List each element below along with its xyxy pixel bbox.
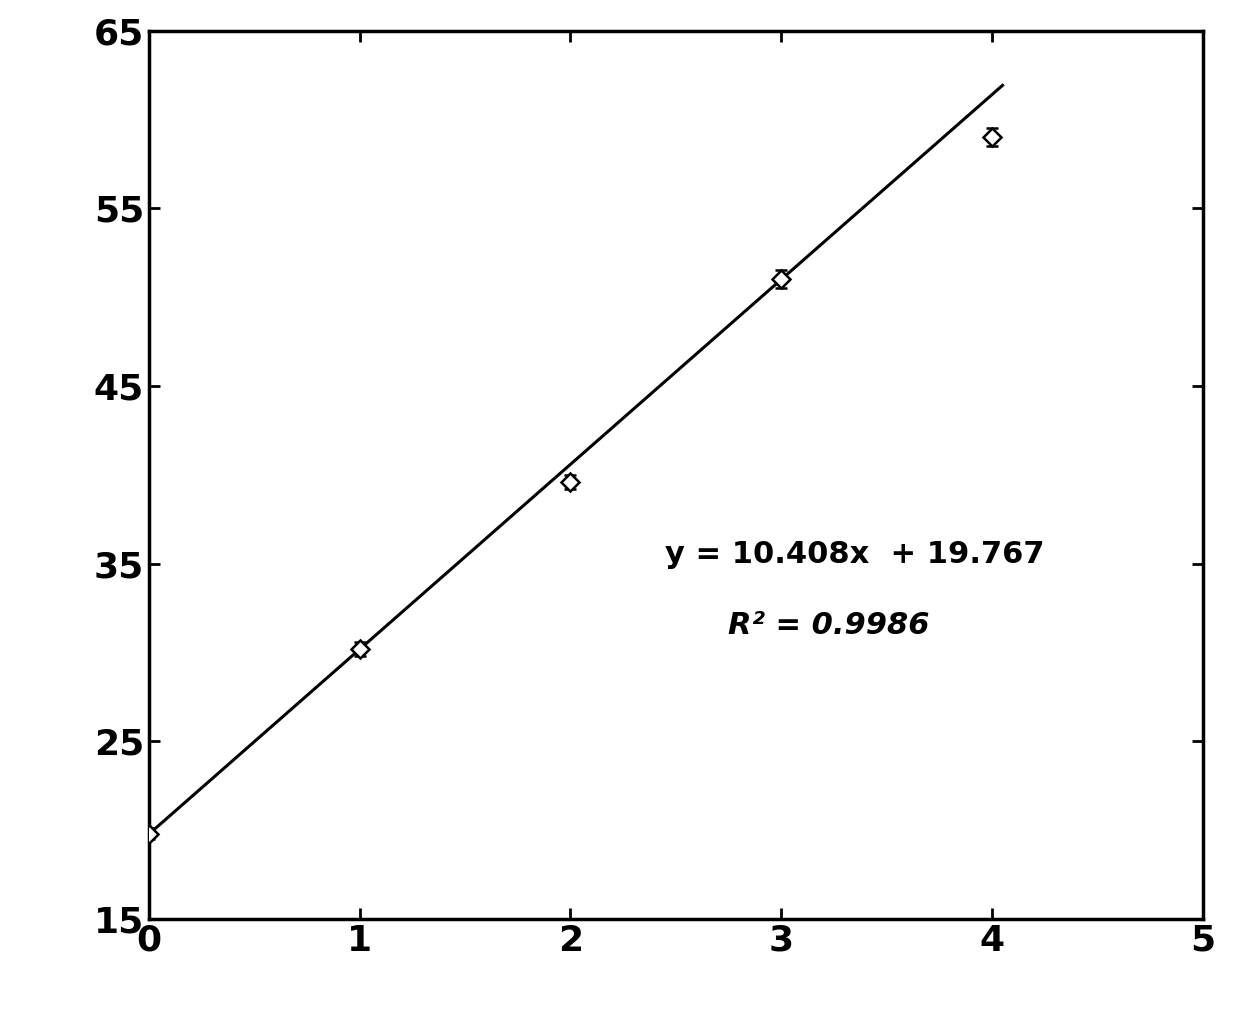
Text: y = 10.408x  + 19.767: y = 10.408x + 19.767 [665, 540, 1045, 570]
Text: R² = 0.9986: R² = 0.9986 [729, 612, 930, 640]
